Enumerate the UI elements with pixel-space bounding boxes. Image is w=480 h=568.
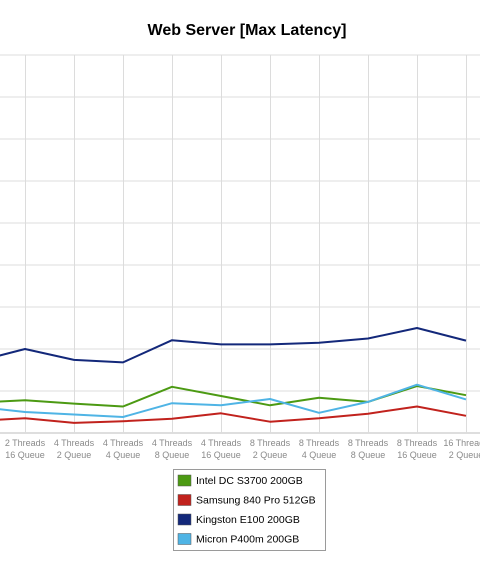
- x-tick-label: 4 Threads 8 Queue: [152, 438, 193, 460]
- legend-swatch: [177, 494, 192, 506]
- series-line: [0, 383, 467, 418]
- x-tick-label: 8 Threads 8 Queue: [348, 438, 389, 460]
- x-tick-label: 2 Threads 16 Queue: [5, 438, 46, 460]
- chart-title: Web Server [Max Latency]: [148, 22, 347, 39]
- legend-label: Micron P400m 200GB: [196, 534, 299, 546]
- series-line: [0, 405, 467, 424]
- x-tick-label: 8 Threads 4 Queue: [299, 438, 340, 460]
- series-line: [0, 327, 467, 364]
- x-tick-label: 4 Threads 4 Queue: [103, 438, 144, 460]
- x-tick-label: 8 Threads 16 Queue: [397, 438, 438, 460]
- legend-box: [173, 469, 326, 551]
- legend-label: Intel DC S3700 200GB: [196, 475, 303, 487]
- legend: Intel DC S3700 200GB Samsung 840 Pro 512G…: [173, 469, 326, 551]
- x-tick-label: 4 Threads 2 Queue: [54, 438, 95, 460]
- series-lines: [0, 327, 467, 424]
- legend-label: Samsung 840 Pro 512GB: [196, 495, 316, 507]
- x-tick-label: 8 Threads 2 Queue: [250, 438, 291, 460]
- x-tick-label: 4 Threads 16 Queue: [201, 438, 242, 460]
- legend-swatch: [177, 474, 192, 487]
- legend-label: Kingston E100 200GB: [196, 514, 300, 526]
- legend-swatch: [177, 513, 192, 526]
- legend-swatch: [177, 533, 192, 545]
- grid: [0, 54, 480, 434]
